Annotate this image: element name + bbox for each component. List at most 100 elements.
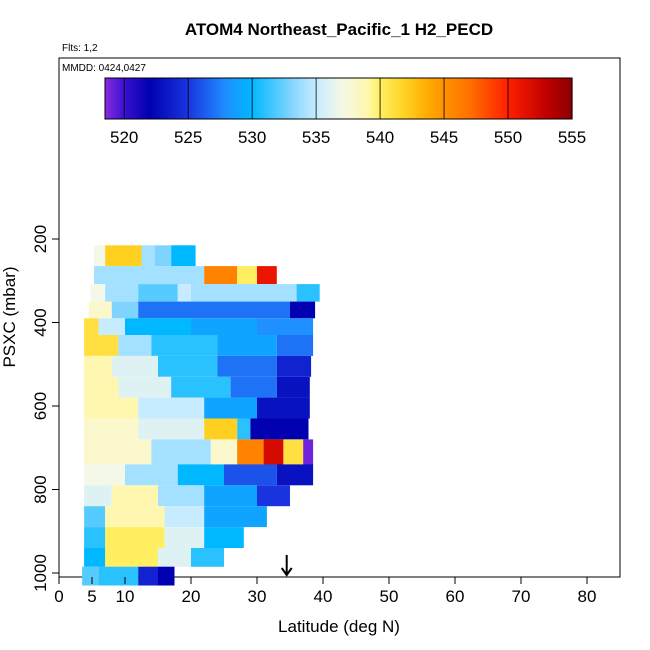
heatmap-cell xyxy=(84,318,99,335)
colorbar-segment xyxy=(223,78,228,119)
heatmap-cell xyxy=(191,284,297,302)
colorbar-segment xyxy=(294,78,299,119)
heatmap-cell xyxy=(84,464,125,486)
colorbar-segment xyxy=(375,78,380,119)
x-tick-label: 70 xyxy=(512,587,531,606)
colorbar-segment xyxy=(397,78,402,119)
heatmap-cell xyxy=(237,439,264,465)
colorbar-segment xyxy=(270,78,274,119)
heatmap-cell xyxy=(105,527,165,548)
heatmap-cell xyxy=(177,464,224,486)
colorbar-segment xyxy=(565,78,570,119)
colorbar-segment xyxy=(338,78,343,119)
heatmap-cell xyxy=(84,376,119,398)
colorbar-segment xyxy=(298,78,302,119)
heatmap-cell xyxy=(276,464,314,486)
colorbar-segment xyxy=(151,78,156,119)
colorbar-segment xyxy=(210,78,215,119)
colorbar-segment xyxy=(422,78,427,119)
heatmap-cell xyxy=(263,439,284,465)
heatmap-cell xyxy=(217,335,277,356)
colorbar-segment xyxy=(238,78,243,119)
colorbar-segment xyxy=(425,78,430,119)
heatmap-cell xyxy=(283,439,304,465)
heatmap-cell xyxy=(84,397,139,419)
heatmap-cell xyxy=(276,355,312,377)
colorbar-segment xyxy=(528,78,533,119)
heatmap-cell xyxy=(276,335,314,356)
heatmap-cell xyxy=(118,335,152,356)
colorbar-segment xyxy=(310,78,315,119)
colorbar-segment xyxy=(313,78,318,119)
colorbar-segment xyxy=(481,78,486,119)
colorbar-segment xyxy=(204,78,209,119)
colorbar-segment xyxy=(279,78,284,119)
heatmap-cell xyxy=(230,376,277,398)
colorbar-segment xyxy=(341,78,346,119)
colorbar-segment xyxy=(173,78,178,119)
colorbar-segment xyxy=(456,78,461,119)
heatmap-cell xyxy=(141,245,155,267)
x-tick-label: 10 xyxy=(116,587,135,606)
heatmap-cell xyxy=(111,485,158,507)
heatmap-cell xyxy=(204,527,244,548)
heatmap-cell xyxy=(151,439,211,465)
colorbar-segment xyxy=(114,78,119,119)
colorbar-segment xyxy=(519,78,523,119)
colorbar-segment xyxy=(217,78,221,119)
colorbar-segment xyxy=(472,78,477,119)
heatmap-cell xyxy=(164,506,205,528)
colorbar-segment xyxy=(213,78,218,119)
colorbar-segment xyxy=(559,78,564,119)
colorbar-segment xyxy=(335,78,340,119)
axes: 0 5 10 20 30 40 50 60 70 80 200 400 600 800 1000 xyxy=(31,225,596,606)
heatmap-cell xyxy=(82,566,99,586)
y-tick-label: 1000 xyxy=(31,554,50,592)
colorbar-segment xyxy=(332,78,336,119)
colorbar-segment xyxy=(494,78,498,119)
colorbar-segment xyxy=(347,78,352,119)
colorbar-segment xyxy=(550,78,554,119)
heatmap-cell xyxy=(94,266,205,285)
heatmap-cell xyxy=(204,266,238,285)
heatmap-cell xyxy=(98,318,125,335)
heatmap-cell xyxy=(158,566,175,586)
heatmap-cell xyxy=(125,318,191,335)
x-tick-label: 20 xyxy=(182,587,201,606)
colorbar-segment xyxy=(475,78,480,119)
colorbar-segment xyxy=(207,78,212,119)
colorbar-tick-label: 530 xyxy=(238,128,266,147)
heatmap-cell xyxy=(224,464,277,486)
colorbar-segment xyxy=(105,78,109,119)
colorbar-segment xyxy=(319,78,324,119)
x-tick-label: 50 xyxy=(380,587,399,606)
colorbar-segment xyxy=(487,78,492,119)
heatmap-cell xyxy=(125,464,178,486)
colorbar-segment xyxy=(466,78,470,119)
heatmap-cell xyxy=(84,355,112,377)
colorbar-segment xyxy=(419,78,424,119)
heatmap-cell xyxy=(296,284,320,302)
colorbar-segment xyxy=(553,78,558,119)
colorbar-segment xyxy=(406,78,411,119)
colorbar-segment xyxy=(354,78,358,119)
colorbar-segment xyxy=(154,78,159,119)
x-tick-label: 40 xyxy=(314,587,333,606)
flights-label: Flts: 1,2 xyxy=(62,43,98,54)
heatmap-cell xyxy=(98,566,139,586)
colorbar-segment xyxy=(123,78,128,119)
colorbar-segment xyxy=(400,78,405,119)
colorbar-tick-label: 525 xyxy=(174,128,202,147)
colorbar-segment xyxy=(276,78,280,119)
colorbar-segment xyxy=(195,78,199,119)
colorbar-segment xyxy=(537,78,542,119)
colorbar-segment xyxy=(329,78,333,119)
colorbar-segment xyxy=(167,78,171,119)
x-tick-label: 80 xyxy=(578,587,597,606)
colorbar-segment xyxy=(556,78,561,119)
heatmap-cell xyxy=(171,245,196,267)
colorbar-segment xyxy=(450,78,455,119)
colorbar-segment xyxy=(506,78,511,119)
colorbar-segment xyxy=(413,78,417,119)
